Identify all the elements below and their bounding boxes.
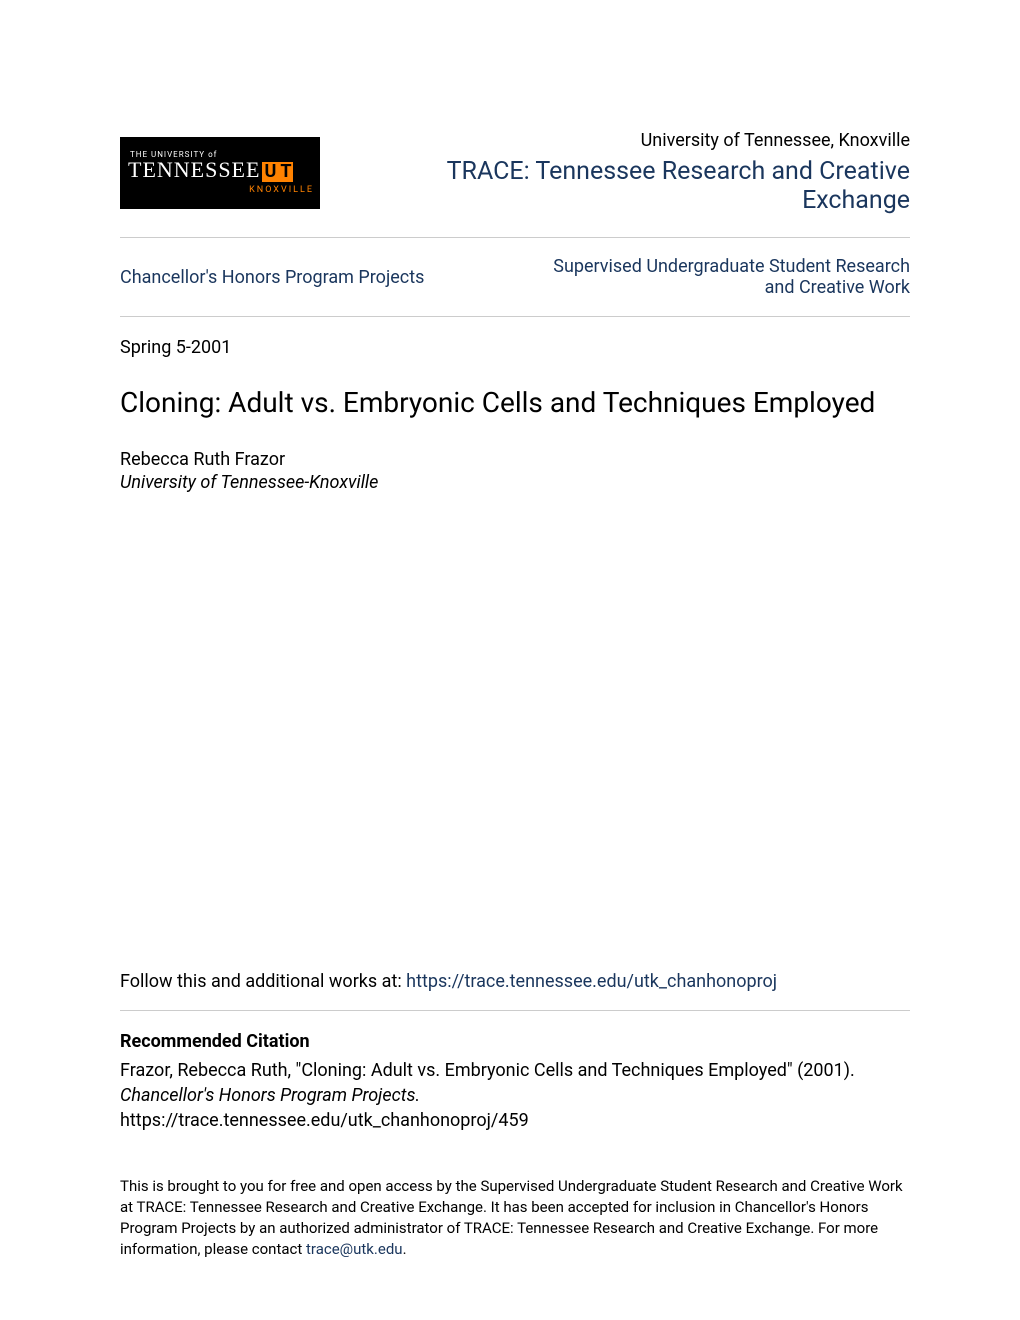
university-name: University of Tennessee, Knoxville <box>350 130 910 151</box>
page-title: Cloning: Adult vs. Embryonic Cells and T… <box>120 386 910 419</box>
author-name: Rebecca Ruth Frazor <box>120 449 910 470</box>
publication-date: Spring 5-2001 <box>120 337 910 358</box>
content-spacer <box>120 493 910 971</box>
citation-text-main: Frazor, Rebecca Ruth, "Cloning: Adult vs… <box>120 1060 855 1081</box>
logo-u: U <box>262 162 278 182</box>
footer-email-link[interactable]: trace@utk.edu <box>306 1240 403 1258</box>
nav-right-line1: Supervised Undergraduate Student Researc… <box>553 256 910 277</box>
citation-body: Frazor, Rebecca Ruth, "Cloning: Adult vs… <box>120 1058 910 1108</box>
footer-statement: This is brought to you for free and open… <box>120 1176 910 1260</box>
header-row: THE UNIVERSITY of TENNESSEE UT KNOXVILLE… <box>120 130 910 215</box>
university-logo[interactable]: THE UNIVERSITY of TENNESSEE UT KNOXVILLE <box>120 137 320 209</box>
page-container: THE UNIVERSITY of TENNESSEE UT KNOXVILLE… <box>120 130 910 1260</box>
trace-title-line1: TRACE: Tennessee Research and Creative <box>447 157 910 186</box>
nav-right-line2: and Creative Work <box>765 277 910 298</box>
breadcrumb-nav: Chancellor's Honors Program Projects Sup… <box>120 238 910 316</box>
header-text-block: University of Tennessee, Knoxville TRACE… <box>320 130 910 215</box>
footer-text-main: This is brought to you for free and open… <box>120 1177 903 1258</box>
logo-ut-icon: UT <box>262 162 293 182</box>
logo-knoxville-text: KNOXVILLE <box>128 185 314 195</box>
citation-series-title: Chancellor's Honors Program Projects. <box>120 1085 420 1106</box>
author-affiliation: University of Tennessee-Knoxville <box>120 472 910 493</box>
nav-left-link[interactable]: Chancellor's Honors Program Projects <box>120 267 424 288</box>
nav-right-link[interactable]: Supervised Undergraduate Student Researc… <box>553 256 910 298</box>
logo-t: T <box>278 162 293 182</box>
footer-text-end: . <box>403 1240 407 1258</box>
citation-heading: Recommended Citation <box>120 1031 910 1052</box>
citation-url: https://trace.tennessee.edu/utk_chanhono… <box>120 1110 910 1131</box>
follow-works-text: Follow this and additional works at: htt… <box>120 971 910 992</box>
divider-nav <box>120 316 910 317</box>
follow-url-link[interactable]: https://trace.tennessee.edu/utk_chanhono… <box>406 971 777 992</box>
divider-citation <box>120 1010 910 1011</box>
trace-title-line2: Exchange <box>802 186 910 215</box>
logo-tennessee-text: TENNESSEE <box>128 157 260 183</box>
follow-prefix: Follow this and additional works at: <box>120 971 406 992</box>
logo-main: TENNESSEE UT <box>128 157 314 183</box>
trace-title-link[interactable]: TRACE: Tennessee Research and Creative E… <box>350 157 910 215</box>
